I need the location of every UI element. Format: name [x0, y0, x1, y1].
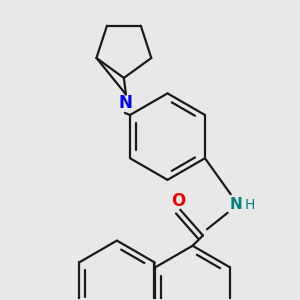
- Text: N: N: [119, 94, 133, 112]
- Text: N: N: [230, 197, 242, 212]
- Text: H: H: [245, 198, 256, 212]
- Text: O: O: [171, 193, 185, 211]
